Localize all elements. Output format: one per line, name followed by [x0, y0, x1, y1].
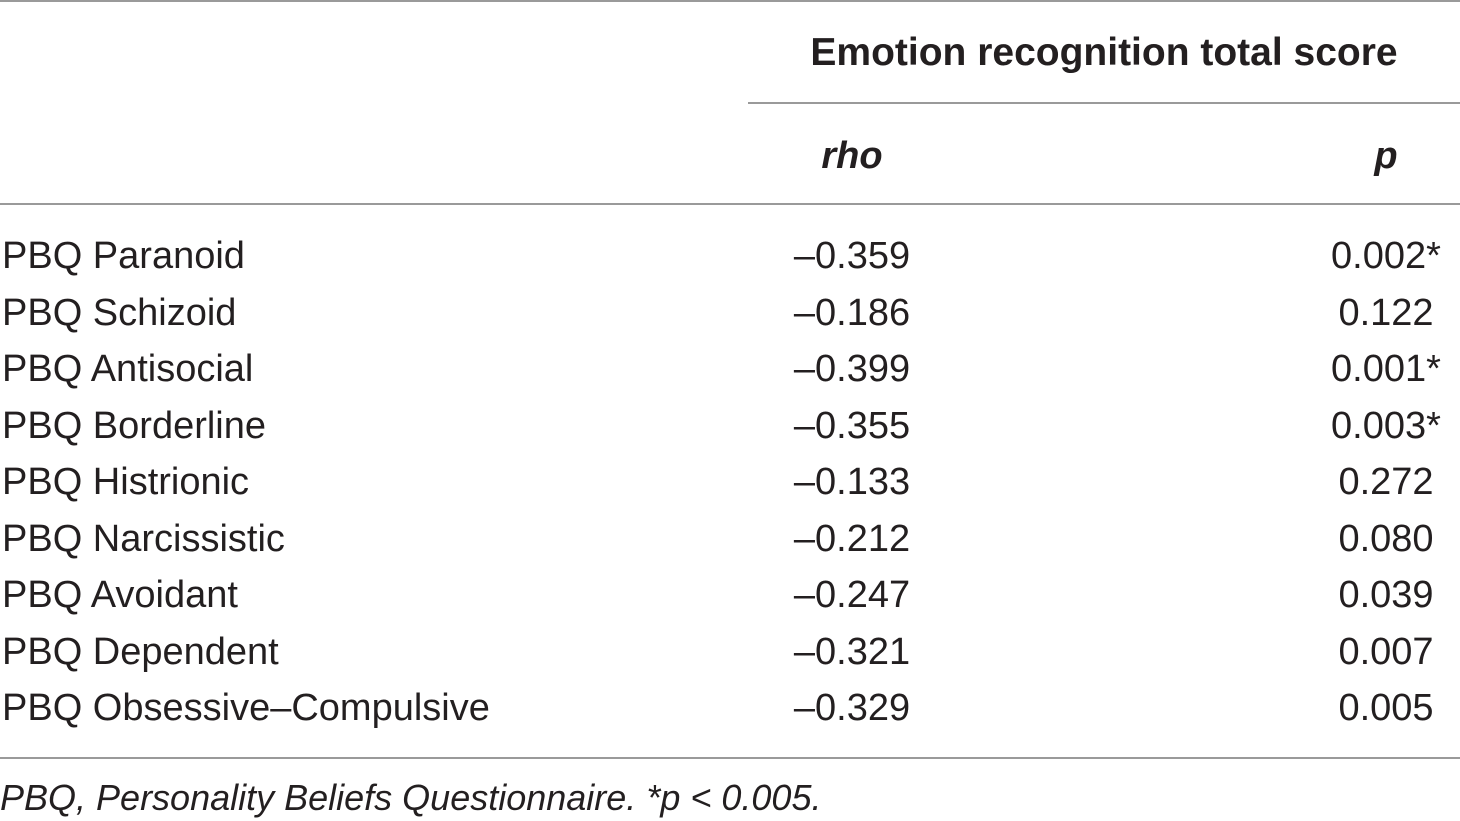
p-value: 0.002* [1331, 235, 1441, 277]
p-value: 0.001* [1331, 348, 1441, 390]
table-row: PBQ Paranoid –0.359 0.002* [0, 228, 1460, 285]
p-value: 0.122 [1338, 291, 1434, 334]
p-value: 0.007 [1338, 630, 1434, 673]
p-value: 0.080 [1338, 517, 1434, 560]
group-header-rule [748, 102, 1460, 104]
p-value: 0.003* [1331, 404, 1441, 447]
table-row: PBQ Narcissistic –0.212 0.080 [0, 511, 1460, 568]
row-label: PBQ Dependent [2, 630, 279, 673]
table-row: PBQ Schizoid –0.186 0.122 [0, 285, 1460, 342]
header-bottom-rule [0, 203, 1460, 205]
row-label: PBQ Histrionic [2, 461, 250, 503]
p-value: 0.005 [1338, 687, 1434, 729]
table-row: PBQ Histrionic –0.133 0.272 [0, 454, 1460, 511]
column-header-p: p [1374, 135, 1398, 177]
table-body: PBQ Paranoid –0.359 0.002* PBQ Schizoid … [0, 228, 1460, 737]
table-footnote: PBQ, Personality Beliefs Questionnaire. … [0, 777, 822, 818]
table-bottom-rule [0, 757, 1460, 759]
rho-value: –0.355 [793, 404, 911, 447]
row-label: PBQ Paranoid [2, 235, 245, 277]
row-label: PBQ Borderline [2, 404, 267, 447]
row-label: PBQ Obsessive–Compulsive [2, 687, 490, 729]
p-value: 0.039 [1338, 574, 1434, 616]
rho-value: –0.329 [793, 687, 911, 729]
column-header-rho: rho [821, 135, 883, 177]
table-row: PBQ Avoidant –0.247 0.039 [0, 567, 1460, 624]
p-value: 0.272 [1338, 461, 1434, 503]
rho-value: –0.186 [793, 291, 911, 334]
rho-value: –0.212 [793, 517, 911, 560]
table-row: PBQ Obsessive–Compulsive –0.329 0.005 [0, 680, 1460, 737]
rho-value: –0.133 [793, 461, 911, 503]
table-row: PBQ Antisocial –0.399 0.001* [0, 341, 1460, 398]
row-label: PBQ Avoidant [2, 574, 238, 616]
row-label: PBQ Antisocial [2, 348, 254, 390]
table-row: PBQ Dependent –0.321 0.007 [0, 624, 1460, 681]
group-header-emotion-recognition: Emotion recognition total score [810, 31, 1398, 74]
row-label: PBQ Schizoid [2, 291, 237, 334]
row-label: PBQ Narcissistic [2, 517, 285, 560]
table-top-rule [0, 0, 1460, 2]
rho-value: –0.399 [793, 348, 911, 390]
rho-value: –0.247 [793, 574, 911, 616]
rho-value: –0.321 [793, 630, 911, 673]
table-row: PBQ Borderline –0.355 0.003* [0, 398, 1460, 455]
rho-value: –0.359 [793, 235, 911, 277]
